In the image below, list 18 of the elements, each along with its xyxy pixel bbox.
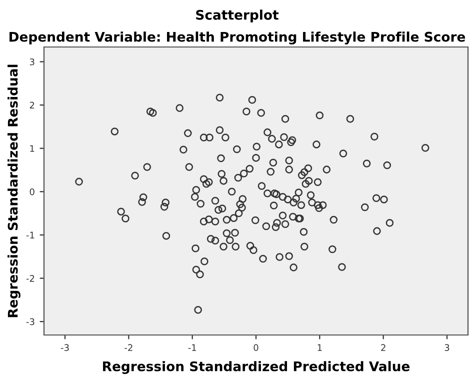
y-tick-label: 3 [30,58,34,66]
x-tick-label: 1 [318,344,322,351]
y-tick-label: 1 [30,145,34,152]
x-tick-label: 0 [254,344,258,352]
y-axis-title: Regression Standardized Residual [8,64,20,318]
x-tick-label: -1 [188,344,196,351]
y-tick-label: -2 [26,274,34,282]
y-tick-label: -1 [26,232,34,238]
chart-subtitle: Dependent Variable: Health Promoting Lifestyle Profile Score [10,32,466,44]
chart-title: Scatterplot [196,10,279,22]
x-axis-title: Regression Standardized Predicted Value [103,361,410,374]
y-tick-label: -3 [26,318,34,326]
x-tick-label: 2 [381,344,386,351]
x-tick-label: -2 [124,344,132,351]
x-tick-label: 3 [444,344,450,352]
y-tick-label: 2 [30,102,34,108]
x-tick-label: -3 [60,344,69,352]
y-tick-label: 0 [30,188,34,196]
